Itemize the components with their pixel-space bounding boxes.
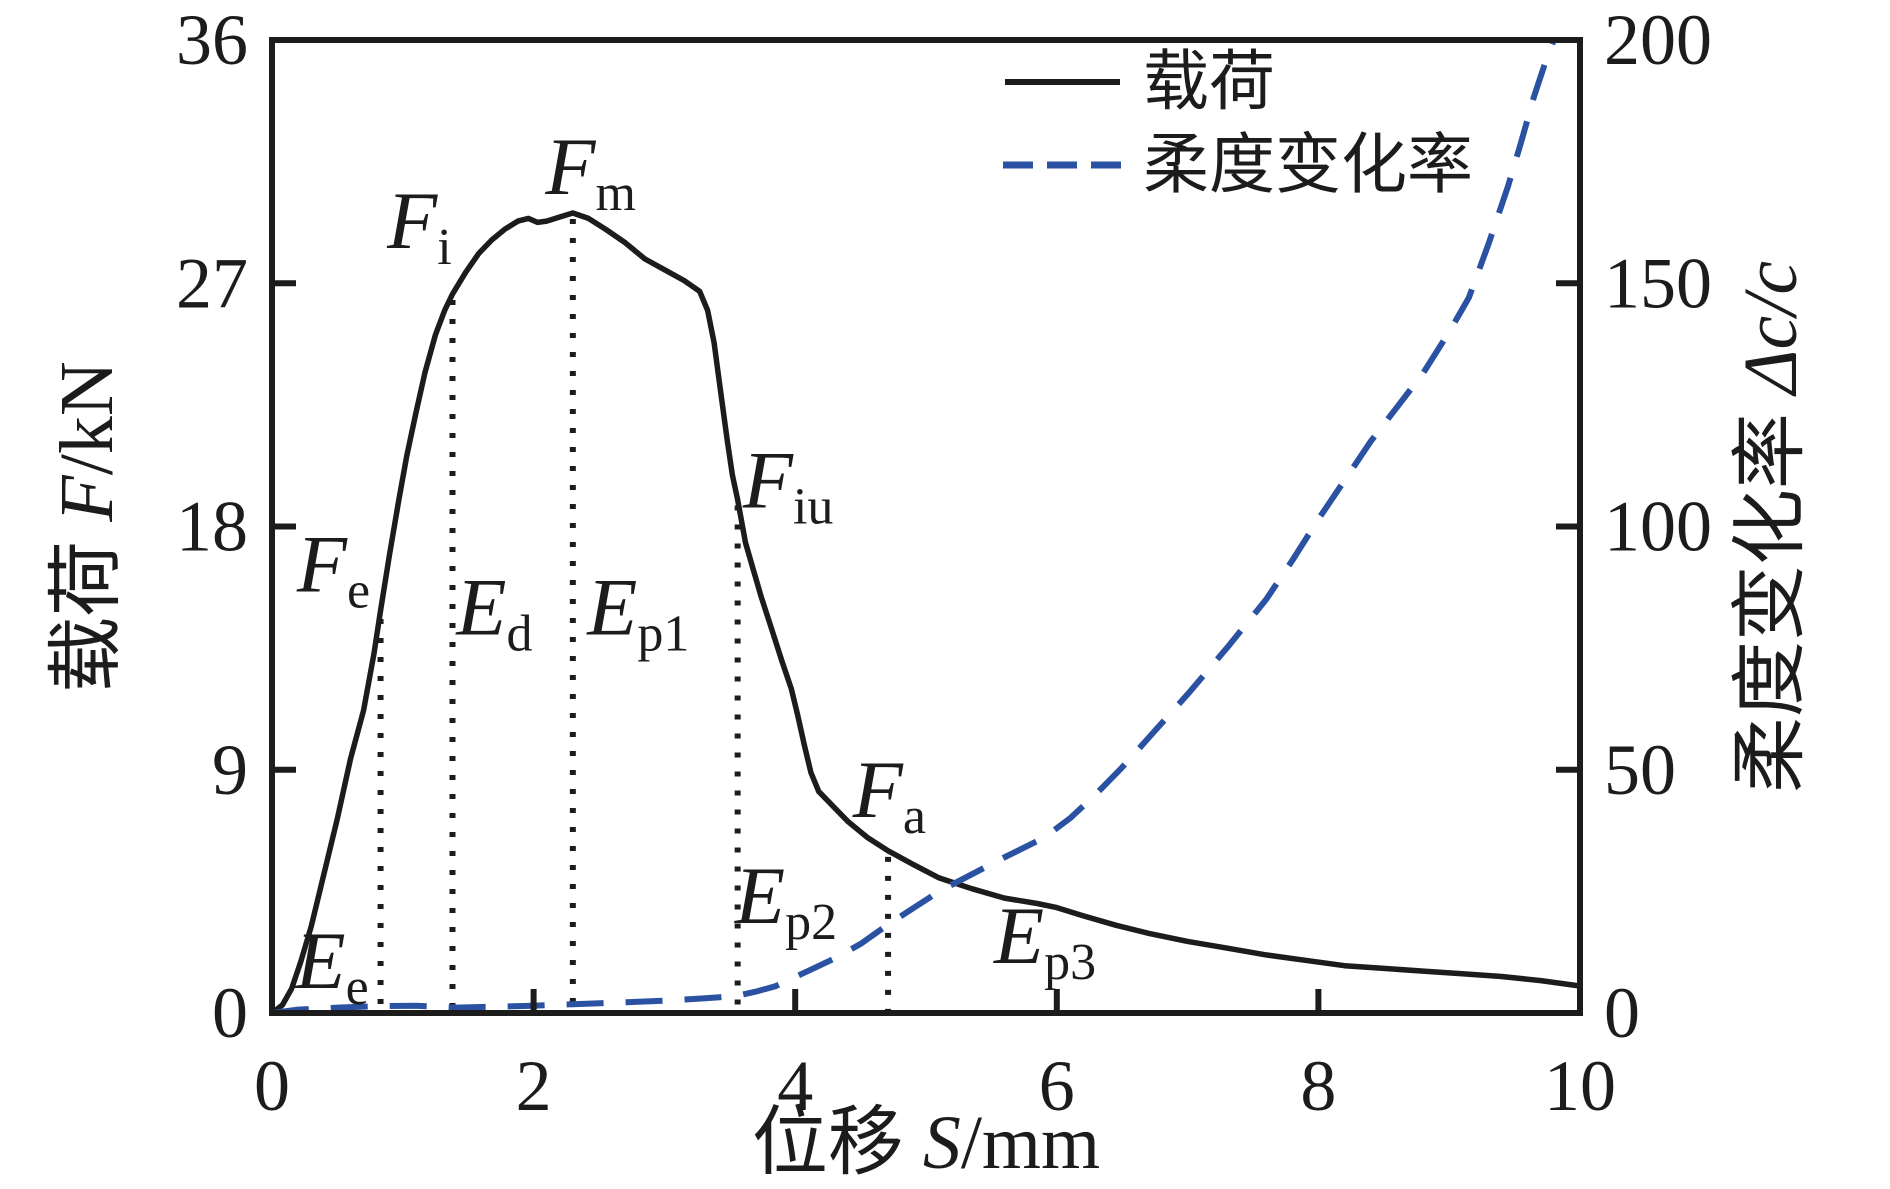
annotation-F-a: Fa	[852, 744, 926, 845]
x-axis-tick-label: 10	[1544, 1046, 1616, 1126]
x-axis-tick-label: 4	[777, 1046, 813, 1126]
annotation-E-d: Ed	[455, 562, 532, 663]
annotation-E-e: Ee	[295, 915, 369, 1016]
y-left-tick-label: 9	[212, 730, 248, 810]
annotation-E-p3: Ep3	[993, 890, 1096, 991]
x-axis-tick-label: 6	[1039, 1046, 1075, 1126]
y-right-tick-label: 100	[1604, 487, 1712, 567]
load-curve	[270, 210, 1581, 1016]
x-axis-title: 位移 S/mm	[752, 1101, 1100, 1185]
y-left-tick-label: 27	[176, 243, 248, 323]
legend-label-load: 载荷	[1143, 46, 1275, 119]
y-left-tick-label: 0	[212, 973, 248, 1053]
y-left-tick-label: 36	[176, 0, 248, 80]
annotation-F-iu: Fiu	[742, 435, 834, 536]
x-axis-tick-label: 0	[254, 1046, 290, 1126]
annotation-F-e: Fe	[296, 518, 370, 619]
annotation-F-m: Fm	[544, 121, 636, 222]
y-left-axis-title: 载荷 F/kN	[45, 361, 129, 692]
compliance-rate-curve	[271, 38, 1557, 1016]
x-axis-tick-label: 8	[1300, 1046, 1336, 1126]
y-right-axis-title: 柔度变化率 Δc/c	[1729, 261, 1813, 793]
annotation-F-i: Fi	[386, 175, 452, 276]
x-axis-tick-label: 2	[516, 1046, 552, 1126]
annotation-E-p1: Ep1	[586, 562, 689, 663]
legend-label-compliance: 柔度变化率	[1143, 129, 1473, 202]
y-right-tick-label: 50	[1604, 730, 1676, 810]
y-right-tick-label: 0	[1604, 973, 1640, 1053]
annotation-E-p2: Ep2	[734, 850, 837, 951]
y-right-tick-label: 150	[1604, 243, 1712, 323]
y-left-tick-label: 18	[176, 487, 248, 567]
y-right-tick-label: 200	[1604, 0, 1712, 80]
